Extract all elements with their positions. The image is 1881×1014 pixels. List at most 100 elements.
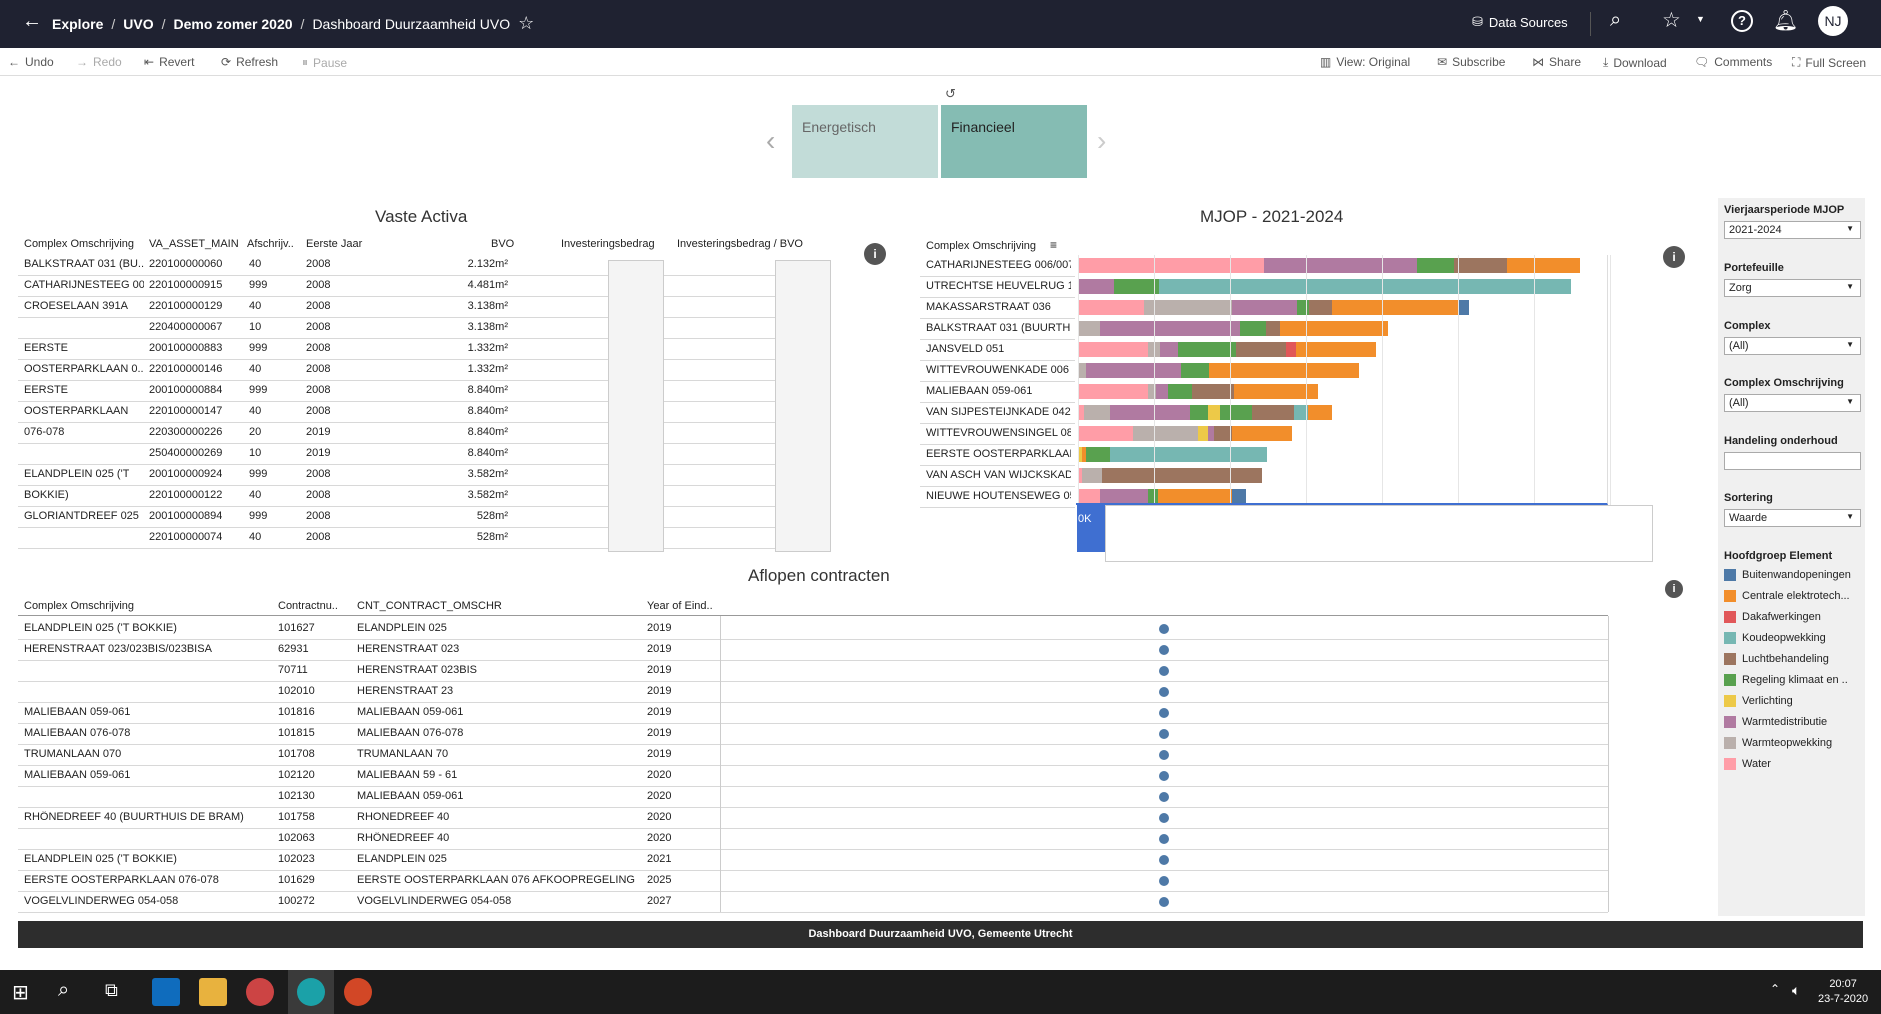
mjop-bar-segment[interactable] xyxy=(1133,426,1198,441)
mjop-bar-segment[interactable] xyxy=(1280,321,1388,336)
va-column-header[interactable]: Eerste Jaar xyxy=(306,238,363,250)
contract-end-marker[interactable] xyxy=(1159,876,1169,886)
next-arrow-icon[interactable]: › xyxy=(1097,125,1107,156)
mjop-bar-segment[interactable] xyxy=(1209,363,1359,378)
contract-end-marker[interactable] xyxy=(1159,855,1169,865)
contract-end-marker[interactable] xyxy=(1159,750,1169,760)
outlook-icon[interactable] xyxy=(152,978,180,1006)
contract-end-marker[interactable] xyxy=(1159,687,1169,697)
mjop-bar-segment[interactable] xyxy=(1192,384,1234,399)
mjop-bar-segment[interactable] xyxy=(1190,405,1208,420)
legend-item[interactable]: Water xyxy=(1724,758,1771,770)
revert-button[interactable]: ⇤ Revert xyxy=(144,55,194,69)
reset-icon[interactable]: ↺ xyxy=(945,86,956,101)
portefeuille-select[interactable]: Zorg ▼ xyxy=(1724,279,1861,297)
comments-button[interactable]: 🗨︎ Comments xyxy=(1694,55,1772,69)
vierjaar-select[interactable]: 2021-2024 ▼ xyxy=(1724,221,1861,239)
contract-end-marker[interactable] xyxy=(1159,897,1169,907)
avatar[interactable]: NJ xyxy=(1818,6,1848,36)
handeling-input[interactable] xyxy=(1724,452,1861,470)
mjop-bar-segment[interactable] xyxy=(1232,426,1292,441)
file-explorer-icon[interactable] xyxy=(199,978,227,1006)
complex-omschrijving-select[interactable]: (All) ▼ xyxy=(1724,394,1861,412)
mjop-bar-segment[interactable] xyxy=(1160,342,1178,357)
mjop-bar-segment[interactable] xyxy=(1078,405,1084,420)
mjop-bar-segment[interactable] xyxy=(1264,258,1417,273)
tab-energetisch[interactable]: Energetisch xyxy=(792,105,938,178)
mjop-bar-segment[interactable] xyxy=(1158,489,1232,504)
mjop-bar-segment[interactable] xyxy=(1232,300,1297,315)
mjop-bar-segment[interactable] xyxy=(1296,342,1376,357)
refresh-button[interactable]: ⟳ Refresh xyxy=(221,55,278,69)
legend-item[interactable]: Regeling klimaat en .. xyxy=(1724,674,1848,686)
complex-select[interactable]: (All) ▼ xyxy=(1724,337,1861,355)
sortering-select[interactable]: Waarde ▼ xyxy=(1724,509,1861,527)
legend-item[interactable]: Koudeopwekking xyxy=(1724,632,1826,644)
va-column-header[interactable]: Complex Omschrijving xyxy=(24,238,135,250)
notification-bell-icon[interactable]: 🔔︎ xyxy=(1773,10,1799,32)
mjop-bar-segment[interactable] xyxy=(1148,384,1156,399)
mjop-bar-segment[interactable] xyxy=(1078,384,1148,399)
mjop-bar-segment[interactable] xyxy=(1078,447,1082,462)
mjop-bar-segment[interactable] xyxy=(1100,489,1148,504)
legend-item[interactable]: Luchtbehandeling xyxy=(1724,653,1829,665)
va-column-header[interactable]: BVO xyxy=(491,238,515,250)
contract-end-marker[interactable] xyxy=(1159,813,1169,823)
va-column-header[interactable]: Investeringsbedrag xyxy=(561,238,655,250)
contract-end-marker[interactable] xyxy=(1159,771,1169,781)
sort-icon[interactable]: ≡ xyxy=(1050,238,1058,252)
mjop-bar-segment[interactable] xyxy=(1232,489,1246,504)
legend-item[interactable]: Verlichting xyxy=(1724,695,1793,707)
mjop-bar-segment[interactable] xyxy=(1102,468,1262,483)
system-clock[interactable]: 20:07 23-7-2020 xyxy=(1818,977,1868,1007)
legend-item[interactable]: Warmteopwekking xyxy=(1724,737,1832,749)
mjop-bar-segment[interactable] xyxy=(1294,405,1308,420)
contract-end-marker[interactable] xyxy=(1159,834,1169,844)
mjop-bar-segment[interactable] xyxy=(1110,405,1190,420)
edge-browser-icon[interactable] xyxy=(297,978,325,1006)
favorite-star-icon[interactable]: ☆ xyxy=(518,13,535,33)
contracts-column-header[interactable]: CNT_CONTRACT_OMSCHR xyxy=(357,600,502,612)
contract-end-marker[interactable] xyxy=(1159,792,1169,802)
mjop-bar-segment[interactable] xyxy=(1332,300,1459,315)
mjop-bar-segment[interactable] xyxy=(1220,405,1252,420)
mjop-bar-segment[interactable] xyxy=(1168,384,1192,399)
mjop-bar-segment[interactable] xyxy=(1084,405,1110,420)
mjop-bar-segment[interactable] xyxy=(1148,489,1158,504)
contract-end-marker[interactable] xyxy=(1159,624,1169,634)
task-view-icon[interactable]: ⧉ xyxy=(105,980,118,1000)
mjop-bar-segment[interactable] xyxy=(1208,426,1214,441)
windows-start-icon[interactable]: ⊞ xyxy=(12,982,29,1004)
search-icon[interactable]: ⌕ xyxy=(58,979,70,1001)
va-column-header[interactable]: VA_ASSET_MAIN xyxy=(149,238,239,250)
back-arrow-icon[interactable]: ← xyxy=(22,10,42,32)
mjop-bar-segment[interactable] xyxy=(1507,258,1580,273)
mjop-bar-segment[interactable] xyxy=(1078,363,1086,378)
mjop-bar-segment[interactable] xyxy=(1266,321,1280,336)
va-column-header[interactable]: Afschrijv.. xyxy=(247,238,294,250)
share-button[interactable]: ⋈ Share xyxy=(1532,55,1581,69)
chevron-down-icon[interactable]: ▼ xyxy=(1696,14,1705,24)
data-sources-button[interactable]: ⛁ Data Sources xyxy=(1472,14,1568,30)
mjop-bar-segment[interactable] xyxy=(1240,321,1266,336)
info-icon[interactable]: i xyxy=(1663,246,1685,268)
contract-end-marker[interactable] xyxy=(1159,729,1169,739)
search-icon[interactable]: ⌕ xyxy=(1610,9,1622,31)
download-button[interactable]: ⤓ Download xyxy=(1603,55,1667,70)
mjop-bar-segment[interactable] xyxy=(1144,300,1232,315)
breadcrumb-explore[interactable]: Explore xyxy=(52,15,104,32)
mjop-bar-segment[interactable] xyxy=(1309,300,1332,315)
powerpoint-icon[interactable] xyxy=(344,978,372,1006)
subscribe-button[interactable]: ✉ Subscribe xyxy=(1437,55,1505,69)
volume-icon[interactable]: 🔈︎ xyxy=(1792,982,1801,998)
view-original-button[interactable]: ▥ View: Original xyxy=(1320,55,1410,69)
mjop-bar-segment[interactable] xyxy=(1078,342,1148,357)
va-column-header[interactable]: Investeringsbedrag / BVO xyxy=(677,238,803,250)
mjop-bar-segment[interactable] xyxy=(1078,300,1144,315)
mjop-bar-segment[interactable] xyxy=(1078,489,1100,504)
mjop-bar-segment[interactable] xyxy=(1417,258,1454,273)
mjop-bar-segment[interactable] xyxy=(1159,279,1571,294)
help-icon[interactable]: ? xyxy=(1731,10,1753,32)
mjop-bar-segment[interactable] xyxy=(1454,258,1507,273)
info-icon[interactable]: i xyxy=(1665,580,1683,598)
